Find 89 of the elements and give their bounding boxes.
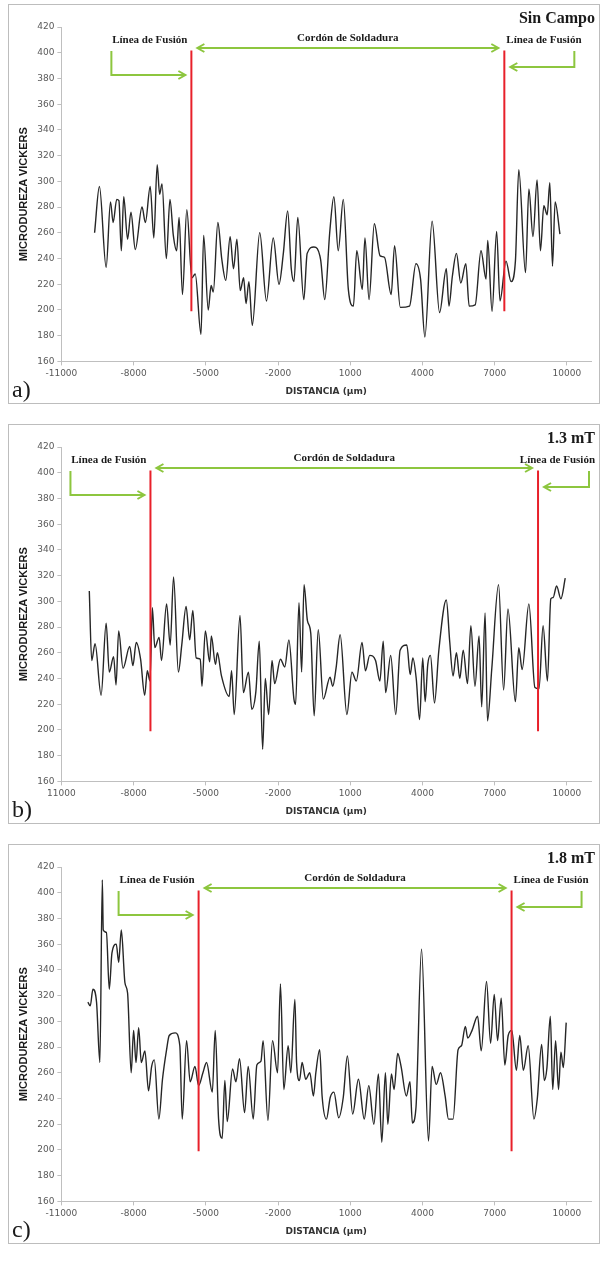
- y-tick-label: 220: [37, 698, 55, 709]
- line-series: [93, 163, 561, 338]
- y-tick-label: 420: [37, 861, 55, 872]
- y-tick-label: 360: [37, 938, 55, 949]
- ref-line-label: Línea de Fusión: [513, 873, 589, 885]
- y-axis-title: MICRODUREZA VICKERS: [16, 547, 29, 682]
- x-tick-label: 1000: [338, 788, 362, 799]
- y-tick-label: 340: [37, 124, 55, 135]
- x-tick-label: 10000: [552, 368, 582, 379]
- x-tick-label: -8000: [120, 1208, 147, 1219]
- y-tick-label: 280: [37, 1041, 55, 1052]
- x-axis-title: DISTANCIA (µm): [285, 805, 367, 816]
- ref-line-label: Línea de Fusión: [119, 873, 195, 885]
- line-series: [88, 576, 566, 750]
- x-tick-label: 1000: [338, 1208, 362, 1219]
- y-tick-label: 240: [37, 252, 55, 263]
- x-tick-label: -2000: [264, 368, 292, 379]
- x-tick-label: 1000: [338, 368, 362, 379]
- y-axis-title: MICRODUREZA VICKERS: [16, 967, 29, 1102]
- y-tick-label: 300: [37, 1015, 55, 1026]
- y-tick-label: 340: [37, 964, 55, 975]
- y-tick-label: 280: [37, 621, 55, 632]
- ref-line-label: Línea de Fusión: [71, 453, 147, 465]
- x-tick-label: 11000: [47, 788, 76, 799]
- y-tick-label: 320: [37, 569, 55, 580]
- y-tick-label: 240: [37, 672, 55, 683]
- y-tick-label: 180: [37, 330, 55, 341]
- annotation: Cordón de Soldadura: [304, 871, 407, 883]
- x-tick-label: 7000: [483, 368, 507, 379]
- x-tick-label: -5000: [192, 1208, 220, 1219]
- y-tick-label: 400: [37, 47, 55, 58]
- x-axis-title: DISTANCIA (µm): [285, 1225, 367, 1236]
- y-tick-label: 400: [37, 887, 55, 898]
- y-tick-label: 160: [37, 775, 55, 786]
- y-tick-label: 180: [37, 1170, 55, 1181]
- x-tick-label: -5000: [192, 368, 220, 379]
- y-tick-label: 160: [37, 1195, 55, 1206]
- ref-line-label: Línea de Fusión: [506, 33, 582, 45]
- text: c): [12, 1216, 31, 1242]
- y-tick-label: 420: [37, 21, 55, 32]
- y-tick-label: 280: [37, 201, 55, 212]
- y-tick-label: 380: [37, 492, 55, 503]
- x-tick-label: -2000: [264, 788, 292, 799]
- x-tick-label: -8000: [120, 788, 147, 799]
- y-tick-label: 420: [37, 441, 55, 452]
- text: a): [12, 376, 31, 402]
- y-tick-label: 300: [37, 175, 55, 186]
- x-tick-label: -2000: [264, 1208, 292, 1219]
- x-tick-label: -5000: [192, 788, 220, 799]
- y-tick-label: 200: [37, 1144, 55, 1155]
- y-tick-label: 320: [37, 989, 55, 1000]
- y-tick-label: 180: [37, 750, 55, 761]
- y-tick-label: 340: [37, 544, 55, 555]
- x-tick-label: -11000: [45, 368, 78, 379]
- x-tick-label: 7000: [483, 788, 507, 799]
- y-tick-label: 300: [37, 595, 55, 606]
- chart-title: Sin Campo: [518, 9, 595, 27]
- x-tick-label: 4000: [411, 788, 435, 799]
- y-tick-label: 360: [37, 98, 55, 109]
- y-tick-label: 260: [37, 1067, 55, 1078]
- y-tick-label: 400: [37, 467, 55, 478]
- y-tick-label: 200: [37, 724, 55, 735]
- chart-title: 1.3 mT: [547, 429, 596, 446]
- y-tick-label: 260: [37, 227, 55, 238]
- y-tick-label: 380: [37, 912, 55, 923]
- y-tick-label: 360: [37, 518, 55, 529]
- y-tick-label: 220: [37, 1118, 55, 1129]
- y-tick-label: 160: [37, 355, 55, 366]
- x-tick-label: -8000: [120, 368, 147, 379]
- annotation: Cordón de Soldadura: [297, 31, 400, 43]
- ref-line-label: Línea de Fusión: [112, 33, 188, 45]
- x-tick-label: 10000: [552, 1208, 582, 1219]
- ref-line-label: Línea de Fusión: [519, 453, 595, 465]
- x-tick-label: 4000: [411, 1208, 435, 1219]
- annotation: Cordón de Soldadura: [293, 451, 396, 463]
- x-tick-label: 7000: [483, 1208, 507, 1219]
- y-tick-label: 200: [37, 304, 55, 315]
- y-tick-label: 380: [37, 72, 55, 83]
- y-tick-label: 220: [37, 278, 55, 289]
- y-tick-label: 320: [37, 149, 55, 160]
- x-tick-label: -11000: [45, 1208, 78, 1219]
- text: b): [12, 796, 32, 822]
- x-tick-label: 10000: [552, 788, 582, 799]
- y-tick-label: 240: [37, 1092, 55, 1103]
- x-tick-label: 4000: [411, 368, 435, 379]
- x-axis-title: DISTANCIA (µm): [285, 385, 367, 396]
- y-axis-title: MICRODUREZA VICKERS: [16, 127, 29, 262]
- chart-title: 1.8 mT: [547, 849, 596, 866]
- y-tick-label: 260: [37, 647, 55, 658]
